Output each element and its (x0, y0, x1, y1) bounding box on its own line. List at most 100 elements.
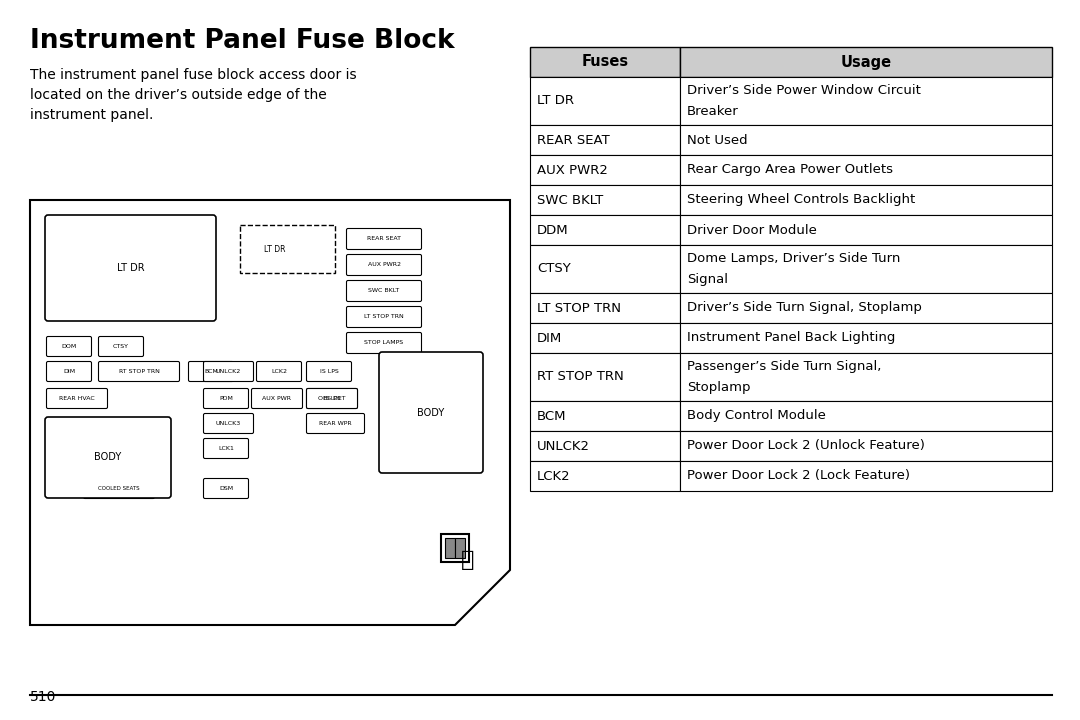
FancyBboxPatch shape (257, 361, 301, 382)
FancyBboxPatch shape (203, 389, 248, 408)
Text: LT STOP TRN: LT STOP TRN (364, 315, 404, 320)
Text: Steering Wheel Controls Backlight: Steering Wheel Controls Backlight (687, 194, 915, 207)
Text: CTSY: CTSY (537, 263, 570, 276)
Text: DIM: DIM (63, 369, 76, 374)
Text: LCK2: LCK2 (271, 369, 287, 374)
FancyBboxPatch shape (203, 438, 248, 459)
Text: Power Door Lock 2 (Unlock Feature): Power Door Lock 2 (Unlock Feature) (687, 439, 924, 452)
Bar (530, 461, 680, 491)
Bar (530, 353, 680, 401)
FancyBboxPatch shape (347, 333, 421, 354)
Text: IS LPS: IS LPS (324, 396, 340, 401)
Text: LCK2: LCK2 (537, 469, 570, 482)
FancyBboxPatch shape (307, 389, 357, 408)
Bar (680, 431, 1052, 461)
Text: Driver Door Module: Driver Door Module (687, 223, 816, 236)
Text: Instrument Panel Back Lighting: Instrument Panel Back Lighting (687, 331, 895, 344)
FancyBboxPatch shape (189, 361, 233, 382)
Bar (530, 245, 680, 293)
Text: UNLCK2: UNLCK2 (216, 369, 241, 374)
Text: UNLCK3: UNLCK3 (216, 421, 241, 426)
Text: Power Door Lock 2 (Lock Feature): Power Door Lock 2 (Lock Feature) (687, 469, 910, 482)
FancyBboxPatch shape (46, 336, 92, 356)
Text: REAR SEAT: REAR SEAT (537, 133, 610, 146)
Bar (530, 431, 680, 461)
Bar (530, 401, 680, 431)
Text: Fuses: Fuses (581, 55, 629, 70)
Text: DDM: DDM (537, 223, 569, 236)
FancyBboxPatch shape (203, 413, 254, 433)
Bar (530, 125, 680, 155)
Text: Passenger’s Side Turn Signal,: Passenger’s Side Turn Signal, (687, 359, 881, 372)
Text: LT DR: LT DR (537, 94, 573, 107)
Text: AUX PWR2: AUX PWR2 (367, 263, 401, 268)
FancyBboxPatch shape (83, 479, 154, 498)
FancyBboxPatch shape (45, 215, 216, 321)
FancyBboxPatch shape (307, 361, 351, 382)
Text: RT STOP TRN: RT STOP TRN (537, 371, 624, 384)
Bar (455, 538, 465, 558)
Bar (530, 185, 680, 215)
Text: IS LPS: IS LPS (320, 369, 338, 374)
Text: BODY: BODY (94, 452, 122, 462)
Text: AUX PWR: AUX PWR (262, 396, 292, 401)
Text: LCK1: LCK1 (218, 446, 234, 451)
Text: UNLCK2: UNLCK2 (537, 439, 590, 452)
Text: Stoplamp: Stoplamp (687, 382, 751, 395)
Bar (680, 461, 1052, 491)
Text: BCM: BCM (204, 369, 218, 374)
Text: OBS DET: OBS DET (319, 396, 346, 401)
Text: STOP LAMPS: STOP LAMPS (364, 341, 404, 346)
Text: REAR WPR: REAR WPR (320, 421, 352, 426)
FancyBboxPatch shape (252, 389, 302, 408)
Bar (680, 215, 1052, 245)
Text: CTSY: CTSY (113, 344, 129, 349)
Bar (680, 77, 1052, 125)
Text: Driver’s Side Power Window Circuit: Driver’s Side Power Window Circuit (687, 84, 921, 96)
FancyBboxPatch shape (307, 389, 357, 408)
Text: BODY: BODY (417, 408, 445, 418)
Bar (530, 323, 680, 353)
FancyBboxPatch shape (347, 254, 421, 276)
Text: 510: 510 (30, 690, 56, 704)
Text: DIM: DIM (537, 331, 563, 344)
FancyBboxPatch shape (379, 352, 483, 473)
Text: Rear Cargo Area Power Outlets: Rear Cargo Area Power Outlets (687, 163, 893, 176)
Bar (530, 77, 680, 125)
Text: LT DR: LT DR (265, 245, 286, 253)
Bar (240, 225, 335, 273)
Text: SWC BKLT: SWC BKLT (537, 194, 604, 207)
Bar (680, 47, 1052, 77)
Text: ⧄: ⧄ (461, 550, 475, 570)
Bar (680, 323, 1052, 353)
FancyBboxPatch shape (203, 361, 254, 382)
Text: Body Control Module: Body Control Module (687, 410, 826, 423)
Bar (441, 534, 469, 562)
Text: LT STOP TRN: LT STOP TRN (537, 302, 621, 315)
Bar (530, 293, 680, 323)
Text: BCM: BCM (537, 410, 567, 423)
FancyBboxPatch shape (46, 361, 92, 382)
FancyBboxPatch shape (203, 479, 248, 498)
Text: Instrument Panel Fuse Block: Instrument Panel Fuse Block (30, 28, 455, 54)
Text: RT STOP TRN: RT STOP TRN (119, 369, 160, 374)
FancyBboxPatch shape (45, 417, 171, 498)
Bar (680, 245, 1052, 293)
Bar (530, 215, 680, 245)
Text: Signal: Signal (687, 274, 728, 287)
Text: Driver’s Side Turn Signal, Stoplamp: Driver’s Side Turn Signal, Stoplamp (687, 302, 922, 315)
Bar (680, 185, 1052, 215)
Text: AUX PWR2: AUX PWR2 (537, 163, 608, 176)
Text: SWC BKLT: SWC BKLT (368, 289, 400, 294)
Text: Dome Lamps, Driver’s Side Turn: Dome Lamps, Driver’s Side Turn (687, 251, 901, 264)
Text: The instrument panel fuse block access door is
located on the driver’s outside e: The instrument panel fuse block access d… (30, 68, 356, 122)
Bar (680, 353, 1052, 401)
FancyBboxPatch shape (347, 281, 421, 302)
Text: COOLED SEATS: COOLED SEATS (98, 486, 139, 491)
Bar (530, 47, 680, 77)
Bar (445, 538, 455, 558)
Bar (680, 401, 1052, 431)
Bar (680, 155, 1052, 185)
Text: DSM: DSM (219, 486, 233, 491)
FancyBboxPatch shape (98, 336, 144, 356)
